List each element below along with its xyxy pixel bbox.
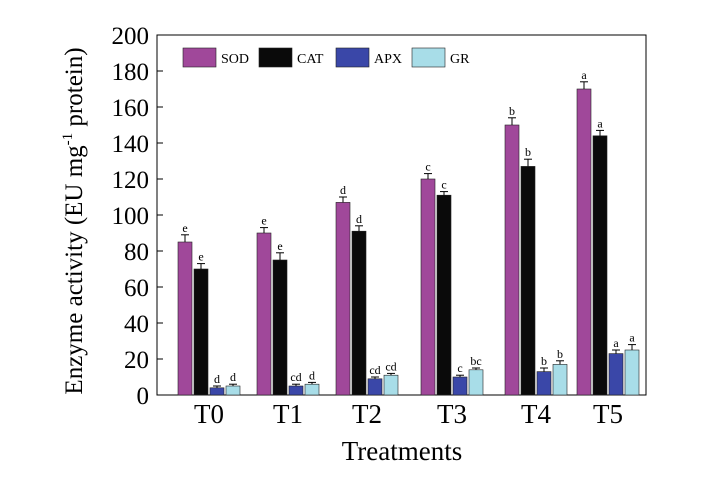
bar-cat-t3	[436, 194, 452, 396]
bar-cat-t2	[351, 230, 367, 396]
bar-apx-t1	[288, 385, 304, 396]
legend: SOD CAT APX GR	[182, 47, 470, 68]
significance-label: cd	[290, 370, 301, 384]
legend-label-cat: CAT	[297, 52, 324, 67]
legend-swatch-cat	[258, 47, 293, 68]
y-axis-label: Enzyme activity (EU mg-1 protein)	[60, 47, 88, 394]
y-tick-label: 20	[124, 347, 149, 374]
plot-area	[156, 34, 647, 396]
significance-label: e	[182, 221, 187, 235]
y-tick-label: 80	[124, 239, 149, 266]
significance-label: d	[309, 368, 315, 382]
legend-swatch-gr	[411, 47, 446, 68]
bar-apx-t2	[367, 378, 383, 396]
significance-label: b	[557, 347, 563, 361]
bar-sod-t4	[504, 124, 520, 396]
bar-cat-t0	[193, 268, 209, 396]
y-tick-label: 120	[112, 167, 150, 194]
significance-label: e	[277, 239, 282, 253]
bar-cat-t1	[272, 259, 288, 396]
plot-frame	[156, 34, 647, 396]
bar-gr-t2	[383, 374, 399, 396]
bar-sod-t0	[177, 241, 193, 396]
y-tick-label: 40	[124, 311, 149, 338]
significance-label: d	[214, 372, 220, 386]
bar-apx-t5	[608, 353, 624, 396]
bar-gr-t0	[225, 385, 241, 396]
bar-sod-t2	[335, 202, 351, 396]
significance-label: b	[541, 354, 547, 368]
significance-label: e	[198, 250, 203, 264]
x-tick-label: T4	[521, 399, 551, 429]
bar-sod-t3	[420, 178, 436, 396]
bar-apx-t3	[452, 376, 468, 396]
significance-label: b	[525, 145, 531, 159]
axes: 0 20 40 60 80 100 120 140 160 180 200 T0 T1 T2 T3 T4 T5	[112, 23, 624, 429]
legend-swatch-apx	[335, 47, 370, 68]
x-tick-label: T3	[437, 399, 467, 429]
y-tick-label: 140	[112, 131, 150, 158]
y-tick-label: 100	[112, 203, 150, 230]
x-tick-label: T1	[273, 399, 303, 429]
significance-label: a	[629, 331, 635, 345]
significance-label: c	[425, 160, 430, 174]
significance-label: c	[441, 178, 446, 192]
y-tick-label: 180	[112, 59, 150, 86]
legend-label-sod: SOD	[221, 52, 249, 67]
legend-label-gr: GR	[450, 52, 470, 67]
significance-label: d	[340, 183, 346, 197]
significance-label: d	[230, 370, 236, 384]
y-tick-label: 160	[112, 95, 150, 122]
x-tick-label: T0	[194, 399, 224, 429]
bar-apx-t0	[209, 387, 225, 396]
significance-label: bc	[470, 354, 481, 368]
bar-gr-t1	[304, 383, 320, 396]
x-tick-label: T5	[593, 399, 623, 429]
y-axis-label-main: Enzyme activity (EU mg	[61, 145, 88, 395]
y-tick-label: 200	[112, 23, 150, 50]
significance-label: a	[581, 68, 587, 82]
legend-label-apx: APX	[374, 52, 402, 67]
significance-label: d	[356, 212, 362, 226]
bar-cat-t5	[592, 135, 608, 396]
legend-swatch-sod	[182, 47, 217, 68]
significance-label: e	[261, 214, 266, 228]
bar-cat-t4	[520, 166, 536, 396]
bar-sod-t5	[576, 88, 592, 396]
bar-sod-t1	[256, 232, 272, 396]
bar-gr-t3	[468, 369, 484, 396]
significance-label: cd	[385, 359, 396, 373]
bar-apx-t4	[536, 371, 552, 396]
bar-gr-t4	[552, 364, 568, 396]
y-axis-label-superscript: -1	[60, 133, 76, 146]
significance-label: c	[457, 361, 462, 375]
bar-gr-t5	[624, 349, 640, 396]
significance-label: b	[509, 104, 515, 118]
significance-label: a	[613, 336, 619, 350]
significance-label: cd	[369, 363, 380, 377]
x-axis-label: Treatments	[342, 436, 463, 466]
y-axis-label-tail: protein)	[61, 47, 88, 132]
significance-label: a	[597, 116, 603, 130]
y-tick-label: 0	[137, 383, 150, 410]
y-tick-label: 60	[124, 275, 149, 302]
x-tick-label: T2	[352, 399, 382, 429]
